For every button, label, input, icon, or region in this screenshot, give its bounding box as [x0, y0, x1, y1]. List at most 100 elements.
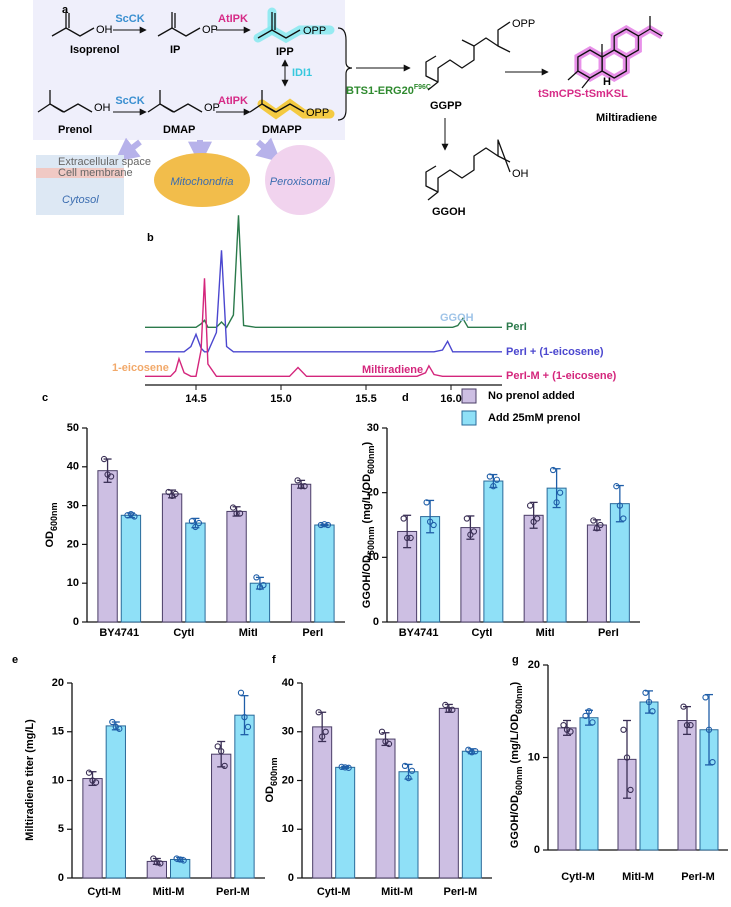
mitochondria	[154, 153, 250, 207]
enzyme-label: tSmCPS-tSmKSL	[538, 88, 628, 100]
y-tick-label: 0	[73, 616, 79, 628]
replicate-point	[593, 525, 601, 532]
replicate-point	[241, 713, 248, 721]
series-label: PerI-M + (1-eicosene)	[506, 370, 617, 382]
y-axis-title-part: 600nm	[514, 685, 524, 714]
group-label: OPP	[512, 18, 535, 30]
enzyme-label: ScCK	[115, 95, 144, 107]
replicate-point	[176, 856, 184, 863]
bar	[226, 510, 247, 623]
bar	[314, 524, 335, 623]
y-tick-label: 20	[528, 659, 540, 671]
x-tick-label: MitI	[536, 627, 555, 639]
replicate-point	[472, 748, 479, 755]
bar	[460, 527, 481, 623]
group-label: OH	[512, 168, 529, 180]
bond	[461, 39, 475, 47]
y-axis-title-part: 600nm	[366, 445, 376, 474]
replicate-point	[150, 855, 157, 862]
replicate-point	[582, 712, 589, 720]
y-tick-label: 20	[52, 677, 64, 689]
replicate-point	[172, 490, 179, 498]
replicate-point	[321, 521, 328, 528]
y-tick-label: 5	[58, 823, 64, 835]
bond	[249, 103, 263, 113]
replicate-point	[683, 721, 691, 729]
replicate-point	[680, 703, 687, 710]
legend-swatch	[461, 410, 477, 426]
compound-label: Prenol	[58, 124, 92, 136]
y-axis-title-part: 600nm	[514, 767, 524, 796]
replicate-point	[445, 706, 452, 713]
replicate-point	[627, 786, 634, 794]
legend-swatch	[461, 388, 477, 404]
replicate-point	[214, 743, 221, 750]
replicate-point	[407, 534, 414, 542]
x-tick-label: PerI-M	[681, 871, 715, 883]
replicate-point	[195, 519, 203, 527]
compartment-label: Mitochondria	[171, 176, 234, 188]
replicate-point	[100, 455, 108, 463]
replicate-point	[338, 763, 345, 770]
bond	[147, 103, 161, 113]
x-tick-label: CytI	[173, 627, 194, 639]
series-label: PerI + (1-eicosene)	[506, 346, 604, 358]
replicate-point	[567, 728, 574, 735]
replicate-point	[645, 698, 653, 706]
y-axis-title: GGOH/OD600nm (mg/L/OD600nm)	[361, 441, 376, 608]
bond	[425, 55, 439, 83]
enzyme-label: AtIPK	[218, 13, 248, 25]
group-label: H	[603, 76, 611, 88]
replicate-point	[423, 499, 430, 506]
y-tick-label: 10	[52, 774, 64, 786]
replicate-point	[180, 857, 187, 864]
replicate-point	[342, 764, 349, 771]
y-tick-label: 0	[534, 844, 540, 856]
bar	[557, 727, 577, 851]
compound-label: DMAP	[163, 124, 195, 136]
replicate-point	[237, 689, 245, 696]
bond	[497, 45, 511, 53]
ipp-structure	[257, 29, 301, 39]
bond	[425, 165, 439, 193]
enzyme-label: IDI1	[292, 67, 312, 79]
replicate-point	[563, 726, 571, 733]
x-tick-label: CytI-M	[561, 871, 595, 883]
bar	[161, 493, 183, 623]
replicate-point	[85, 769, 93, 776]
y-tick-label: 20	[67, 538, 79, 550]
replicate-point	[322, 728, 329, 735]
group-label: OP	[202, 24, 218, 36]
replicate-point	[400, 515, 407, 522]
y-tick-label: 10	[528, 751, 540, 763]
x-tick-label: 15.5	[355, 393, 376, 405]
enzyme-label: ScCK	[115, 13, 144, 25]
replicate-point	[188, 517, 196, 525]
y-tick-label: 40	[67, 461, 79, 473]
replicate-point	[173, 855, 180, 862]
membrane	[36, 168, 124, 178]
replicate-point	[620, 726, 627, 733]
bar	[335, 766, 356, 879]
trace	[145, 278, 502, 377]
ggoh-structure	[427, 139, 511, 201]
x-tick-label: BY4741	[99, 627, 139, 639]
replicate-point	[297, 483, 305, 490]
replicate-point	[253, 574, 260, 581]
compound-label: IPP	[276, 46, 294, 58]
replicate-point	[218, 748, 225, 755]
y-tick-label: 0	[373, 616, 379, 628]
y-tick-label: 0	[58, 872, 64, 884]
bar	[97, 470, 118, 623]
trace	[145, 250, 502, 353]
group-label: OH	[96, 24, 113, 36]
compound-label: IP	[170, 44, 180, 56]
bond	[264, 105, 276, 113]
compartment-note: Extracellular space	[58, 156, 151, 168]
brace	[337, 27, 353, 121]
bar	[312, 726, 333, 879]
bond	[162, 105, 174, 113]
group-label: OP	[204, 102, 220, 114]
panel-a: a OH Isoprenol ScCK OP IP AtIPK OPP IPP …	[33, 0, 664, 218]
